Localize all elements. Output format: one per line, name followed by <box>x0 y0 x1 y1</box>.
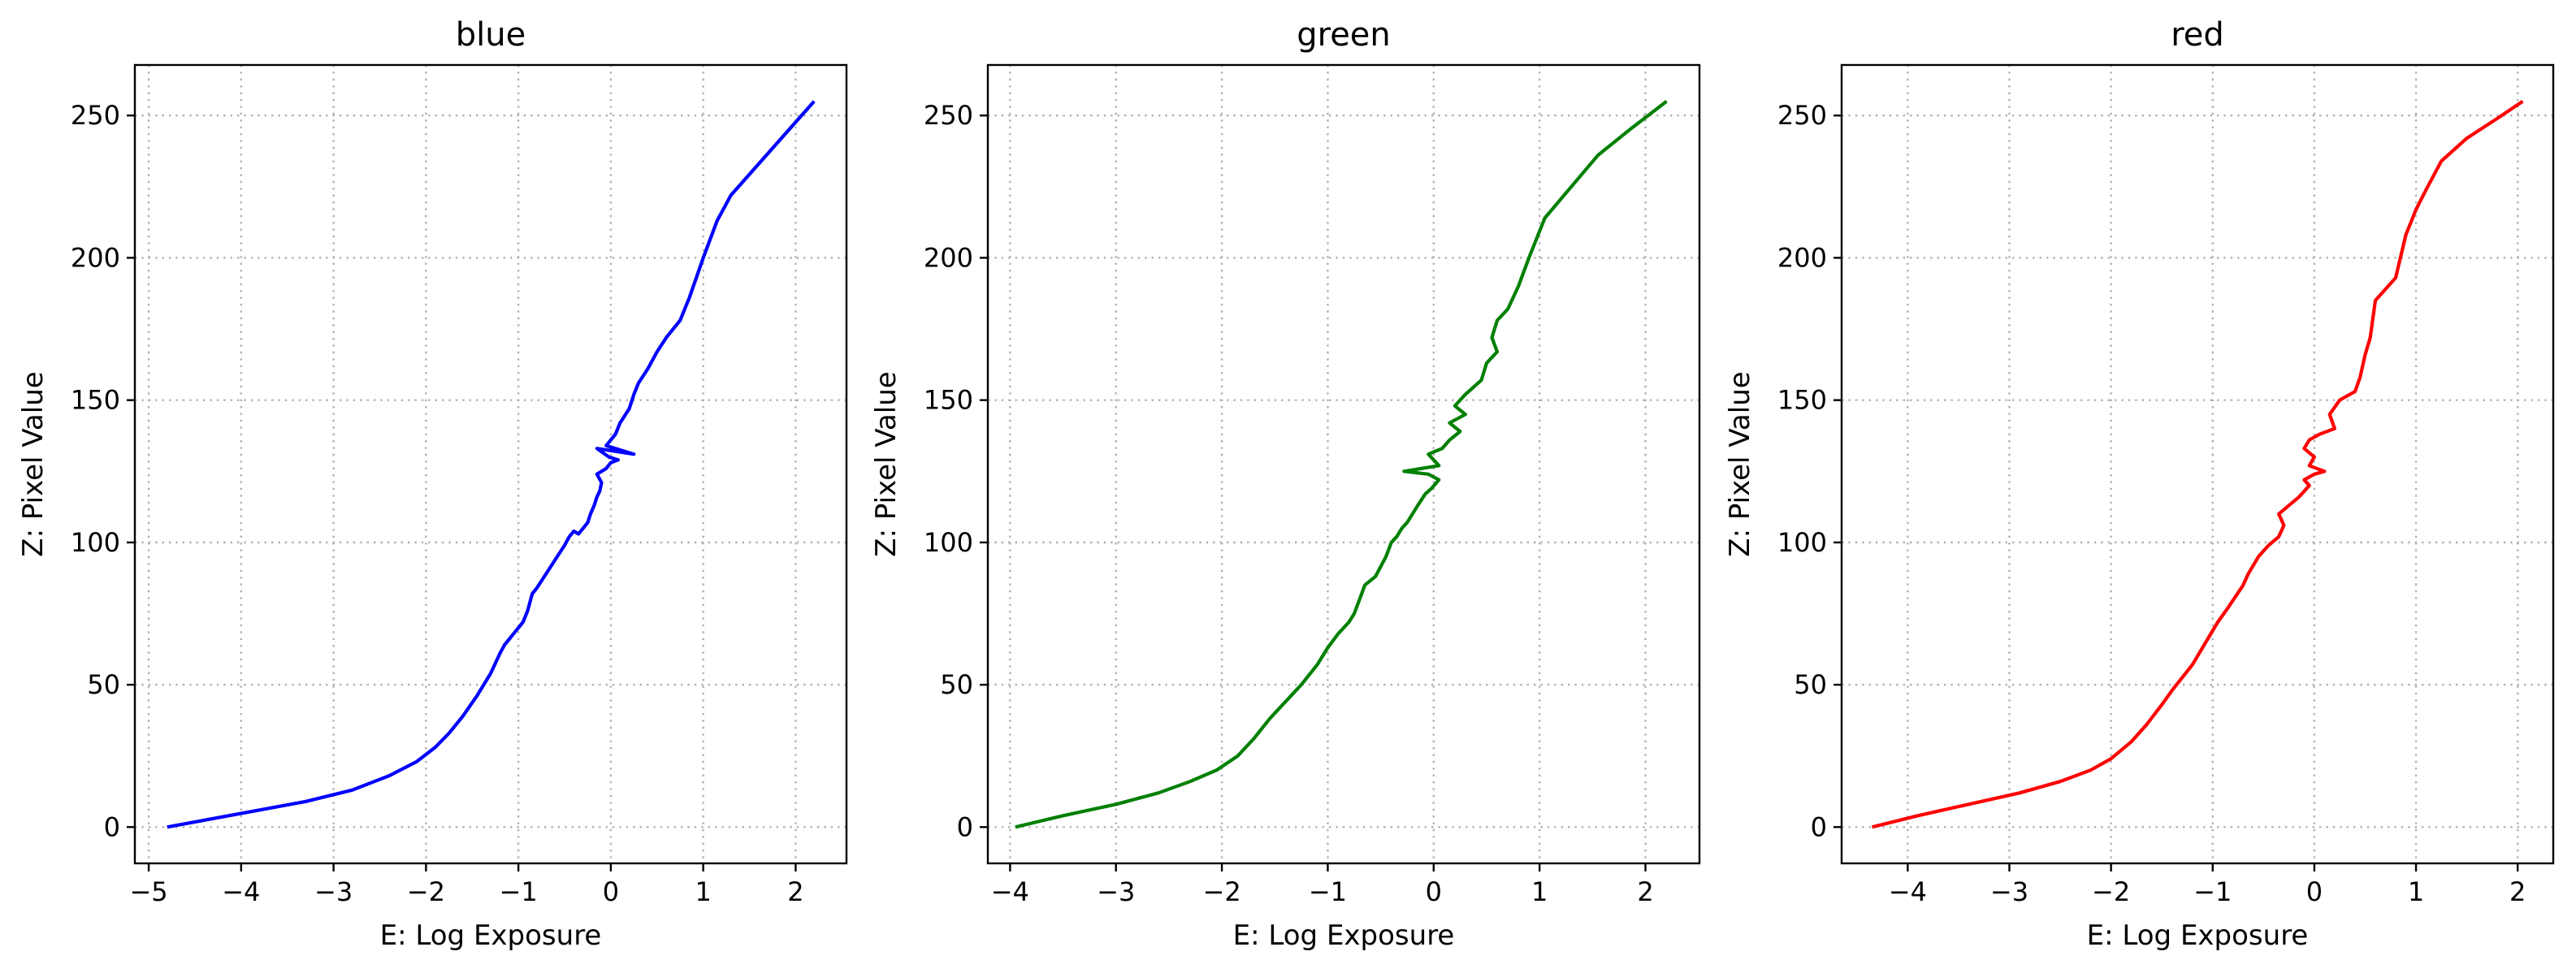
y-tick-label: 0 <box>957 811 973 842</box>
x-tick-label: −5 <box>129 876 167 907</box>
x-tick-label: 2 <box>787 876 803 907</box>
y-axis-label: Z: Pixel Value <box>1724 371 1756 556</box>
plot-frame <box>986 63 1701 865</box>
series-line-blue <box>167 100 816 829</box>
x-axis-label: E: Log Exposure <box>2087 919 2309 952</box>
y-tick-label: 0 <box>104 811 120 842</box>
y-axis-label: Z: Pixel Value <box>870 371 903 556</box>
plot-frame <box>1840 63 2555 865</box>
chart-panel-red: −4 −3 −2 −1 0 1 2 0 50 100 150 200 250 red E: Log Expo… <box>1724 16 2555 952</box>
x-tick-label: 2 <box>2509 876 2526 907</box>
x-tick-label: 1 <box>695 876 711 907</box>
x-tick-label: −3 <box>1097 876 1135 907</box>
x-tick-label: −1 <box>500 876 538 907</box>
x-tick-label: −1 <box>2193 876 2232 907</box>
x-tick-label: −2 <box>1203 876 1241 907</box>
y-tick-label: 150 <box>924 385 973 416</box>
x-tick-label: 0 <box>1426 876 1442 907</box>
y-tick-label: 100 <box>1777 527 1827 558</box>
x-tick-label: 0 <box>603 876 619 907</box>
y-tick-label: 150 <box>71 385 120 416</box>
y-tick-label: 100 <box>71 527 120 558</box>
x-axis-label: E: Log Exposure <box>1233 919 1455 952</box>
y-tick-label: 50 <box>1794 669 1827 700</box>
x-tick-label: −3 <box>314 876 353 907</box>
y-tick-label: 200 <box>1777 242 1827 273</box>
x-tick-label: −4 <box>991 876 1029 907</box>
y-tick-label: 150 <box>1777 385 1827 416</box>
y-tick-label: 50 <box>87 669 120 700</box>
y-tick-label: 200 <box>71 242 120 273</box>
y-tick-label: 200 <box>924 242 973 273</box>
chart-panel-blue: −5 −4 −3 −2 −1 0 1 2 0 50 100 150 200 250 blue E: Log E… <box>17 16 848 952</box>
y-tick-label: 50 <box>940 669 973 700</box>
y-tick-label: 0 <box>1811 811 1827 842</box>
y-tick-label: 250 <box>71 100 120 131</box>
x-axis-label: E: Log Exposure <box>380 919 602 952</box>
x-tick-label: −3 <box>1990 876 2028 907</box>
x-tick-label: 1 <box>2408 876 2424 907</box>
chart-title: red <box>2171 16 2224 54</box>
series-line-green <box>1015 100 1668 829</box>
y-axis-label: Z: Pixel Value <box>17 371 50 556</box>
plot-frame <box>133 63 848 865</box>
x-tick-label: −2 <box>407 876 445 907</box>
x-tick-label: 0 <box>2306 876 2323 907</box>
y-tick-label: 250 <box>924 100 973 131</box>
y-tick-label: 100 <box>924 527 973 558</box>
chart-panel-green: −4 −3 −2 −1 0 1 2 0 50 100 150 200 250 green E: Log Ex… <box>870 16 1701 952</box>
x-tick-label: −4 <box>222 876 260 907</box>
chart-title: blue <box>456 16 526 54</box>
series-line-red <box>1871 99 2524 829</box>
x-tick-label: 2 <box>1637 876 1653 907</box>
x-tick-label: 1 <box>1531 876 1548 907</box>
x-tick-label: −1 <box>1309 876 1347 907</box>
y-tick-label: 250 <box>1777 100 1827 131</box>
x-tick-label: −2 <box>2092 876 2130 907</box>
x-tick-label: −4 <box>1889 876 1927 907</box>
chart-title: green <box>1297 16 1391 54</box>
